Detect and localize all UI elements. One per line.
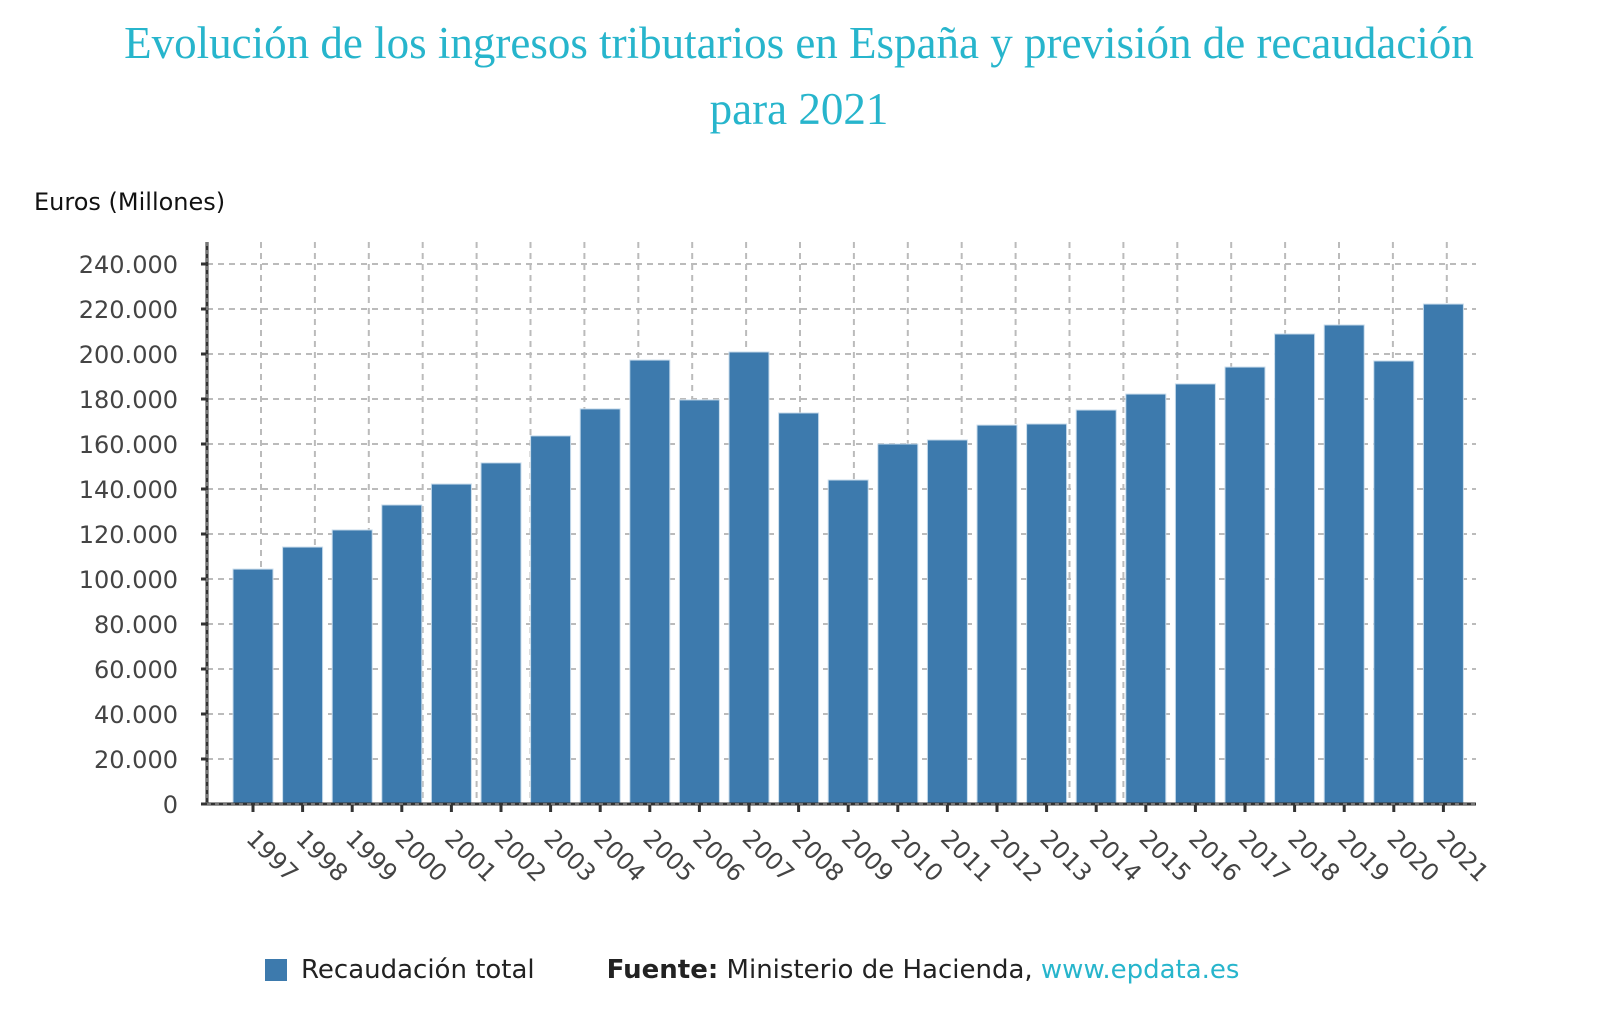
- x-tick-label: 2005: [638, 824, 701, 887]
- x-tick-label: 2013: [1034, 824, 1097, 887]
- bar-2015[interactable]: [1125, 393, 1167, 805]
- x-tick-label: 2003: [538, 824, 601, 887]
- x-tick-label: 2000: [390, 824, 453, 887]
- x-tick-label: 2012: [985, 824, 1048, 887]
- y-axis-label: Euros (Millones): [34, 188, 225, 216]
- y-tick-label: 40.000: [94, 701, 178, 729]
- bar-2020[interactable]: [1373, 360, 1415, 805]
- bar-2008[interactable]: [778, 412, 820, 805]
- x-tick-label: 2016: [1183, 824, 1246, 887]
- bar-2003[interactable]: [530, 435, 572, 805]
- bar-2012[interactable]: [976, 424, 1018, 805]
- x-tick-label: 1998: [290, 824, 353, 887]
- chart-title-line-2: para 2021: [709, 84, 889, 134]
- y-tick-label: 100.000: [79, 566, 178, 594]
- bar-2021[interactable]: [1422, 303, 1464, 805]
- bar-2010[interactable]: [877, 443, 919, 805]
- x-tick-labels: 1997199819992000200120022003200420052006…: [241, 824, 1494, 887]
- x-tick-label: 2008: [786, 824, 849, 887]
- bar-2007[interactable]: [728, 351, 770, 805]
- bar-2009[interactable]: [827, 479, 869, 805]
- legend-label: Recaudación total: [301, 955, 535, 985]
- bar-2017[interactable]: [1224, 366, 1266, 805]
- y-tick-label: 120.000: [79, 521, 178, 549]
- x-tick-label: 2010: [886, 824, 949, 887]
- x-tick-label: 2009: [836, 824, 899, 887]
- y-tick-label: 20.000: [94, 746, 178, 774]
- bar-2018[interactable]: [1274, 333, 1316, 805]
- x-tick-label: 2006: [687, 824, 750, 887]
- y-tick-labels: 0 20.000 40.000 60.000 80.000 100.000 120.000 1…: [79, 251, 178, 819]
- source-note: Fuente: Ministerio de Hacienda, www.epda…: [607, 955, 1240, 985]
- y-tick-label: 200.000: [79, 341, 178, 369]
- x-tick-label: 2020: [1382, 824, 1445, 887]
- bar-2005[interactable]: [629, 359, 671, 805]
- bars: [232, 303, 1464, 805]
- bar-2004[interactable]: [579, 408, 621, 805]
- source-text: Ministerio de Hacienda,: [726, 955, 1033, 985]
- y-tick-label: 160.000: [79, 431, 178, 459]
- bar-2014[interactable]: [1075, 409, 1117, 805]
- y-tick-label: 80.000: [94, 611, 178, 639]
- bar-2019[interactable]: [1323, 324, 1365, 805]
- x-tick-label: 2014: [1084, 824, 1147, 887]
- x-tick-label: 2004: [588, 824, 651, 887]
- axes: [201, 242, 1476, 812]
- x-tick-label: 2019: [1332, 824, 1395, 887]
- x-tick-label: 2011: [935, 824, 998, 887]
- bar-2006[interactable]: [678, 399, 720, 805]
- x-tick-label: 1997: [241, 824, 304, 887]
- y-tick-label: 140.000: [79, 476, 178, 504]
- bar-2001[interactable]: [430, 483, 472, 805]
- x-tick-label: 2017: [1233, 824, 1296, 887]
- x-tick-label: 2002: [489, 824, 552, 887]
- y-tick-label: 220.000: [79, 296, 178, 324]
- bar-2013[interactable]: [1026, 423, 1068, 805]
- x-tick-label: 2018: [1282, 824, 1345, 887]
- x-tick-label: 2015: [1134, 824, 1197, 887]
- bar-2002[interactable]: [480, 462, 522, 805]
- y-tick-label: 0: [163, 791, 178, 819]
- source-link[interactable]: www.epdata.es: [1040, 955, 1240, 985]
- chart-title: Evolución de los ingresos tributarios en…: [0, 10, 1598, 142]
- bar-2016[interactable]: [1174, 383, 1216, 805]
- x-tick-label: 2001: [439, 824, 502, 887]
- bar-2000[interactable]: [381, 504, 423, 805]
- y-tick-label: 180.000: [79, 386, 178, 414]
- legend-swatch: [265, 959, 287, 981]
- bar-1998[interactable]: [282, 546, 324, 805]
- bar-1997[interactable]: [232, 568, 274, 805]
- y-tick-label: 240.000: [79, 251, 178, 279]
- y-tick-label: 60.000: [94, 656, 178, 684]
- bar-2011[interactable]: [926, 439, 968, 805]
- bar-chart: Euros (Millones) 0 20.000 40.000 60.000 80.0…: [34, 188, 1494, 887]
- bar-1999[interactable]: [331, 529, 373, 805]
- legend: Recaudación total Fuente: Ministerio de …: [265, 950, 1239, 990]
- chart-title-line-1: Evolución de los ingresos tributarios en…: [124, 18, 1474, 68]
- x-tick-label: 1999: [340, 824, 403, 887]
- source-prefix: Fuente:: [606, 955, 719, 985]
- x-tick-label: 2021: [1431, 824, 1494, 887]
- x-tick-label: 2007: [737, 824, 800, 887]
